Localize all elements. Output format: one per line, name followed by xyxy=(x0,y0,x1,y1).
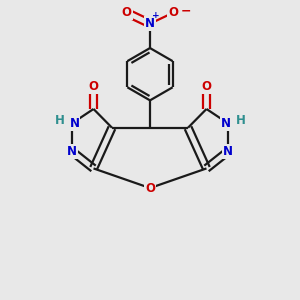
Text: N: N xyxy=(145,17,155,30)
Text: N: N xyxy=(220,117,230,130)
Text: O: O xyxy=(122,6,132,19)
Text: H: H xyxy=(55,114,64,127)
Text: N: N xyxy=(70,117,80,130)
Text: O: O xyxy=(145,182,155,194)
Text: H: H xyxy=(236,114,245,127)
Text: −: − xyxy=(180,5,191,18)
Text: N: N xyxy=(67,145,77,158)
Text: O: O xyxy=(202,80,212,94)
Text: O: O xyxy=(88,80,98,94)
Text: +: + xyxy=(152,11,159,20)
Text: N: N xyxy=(223,145,233,158)
Text: O: O xyxy=(168,6,178,19)
